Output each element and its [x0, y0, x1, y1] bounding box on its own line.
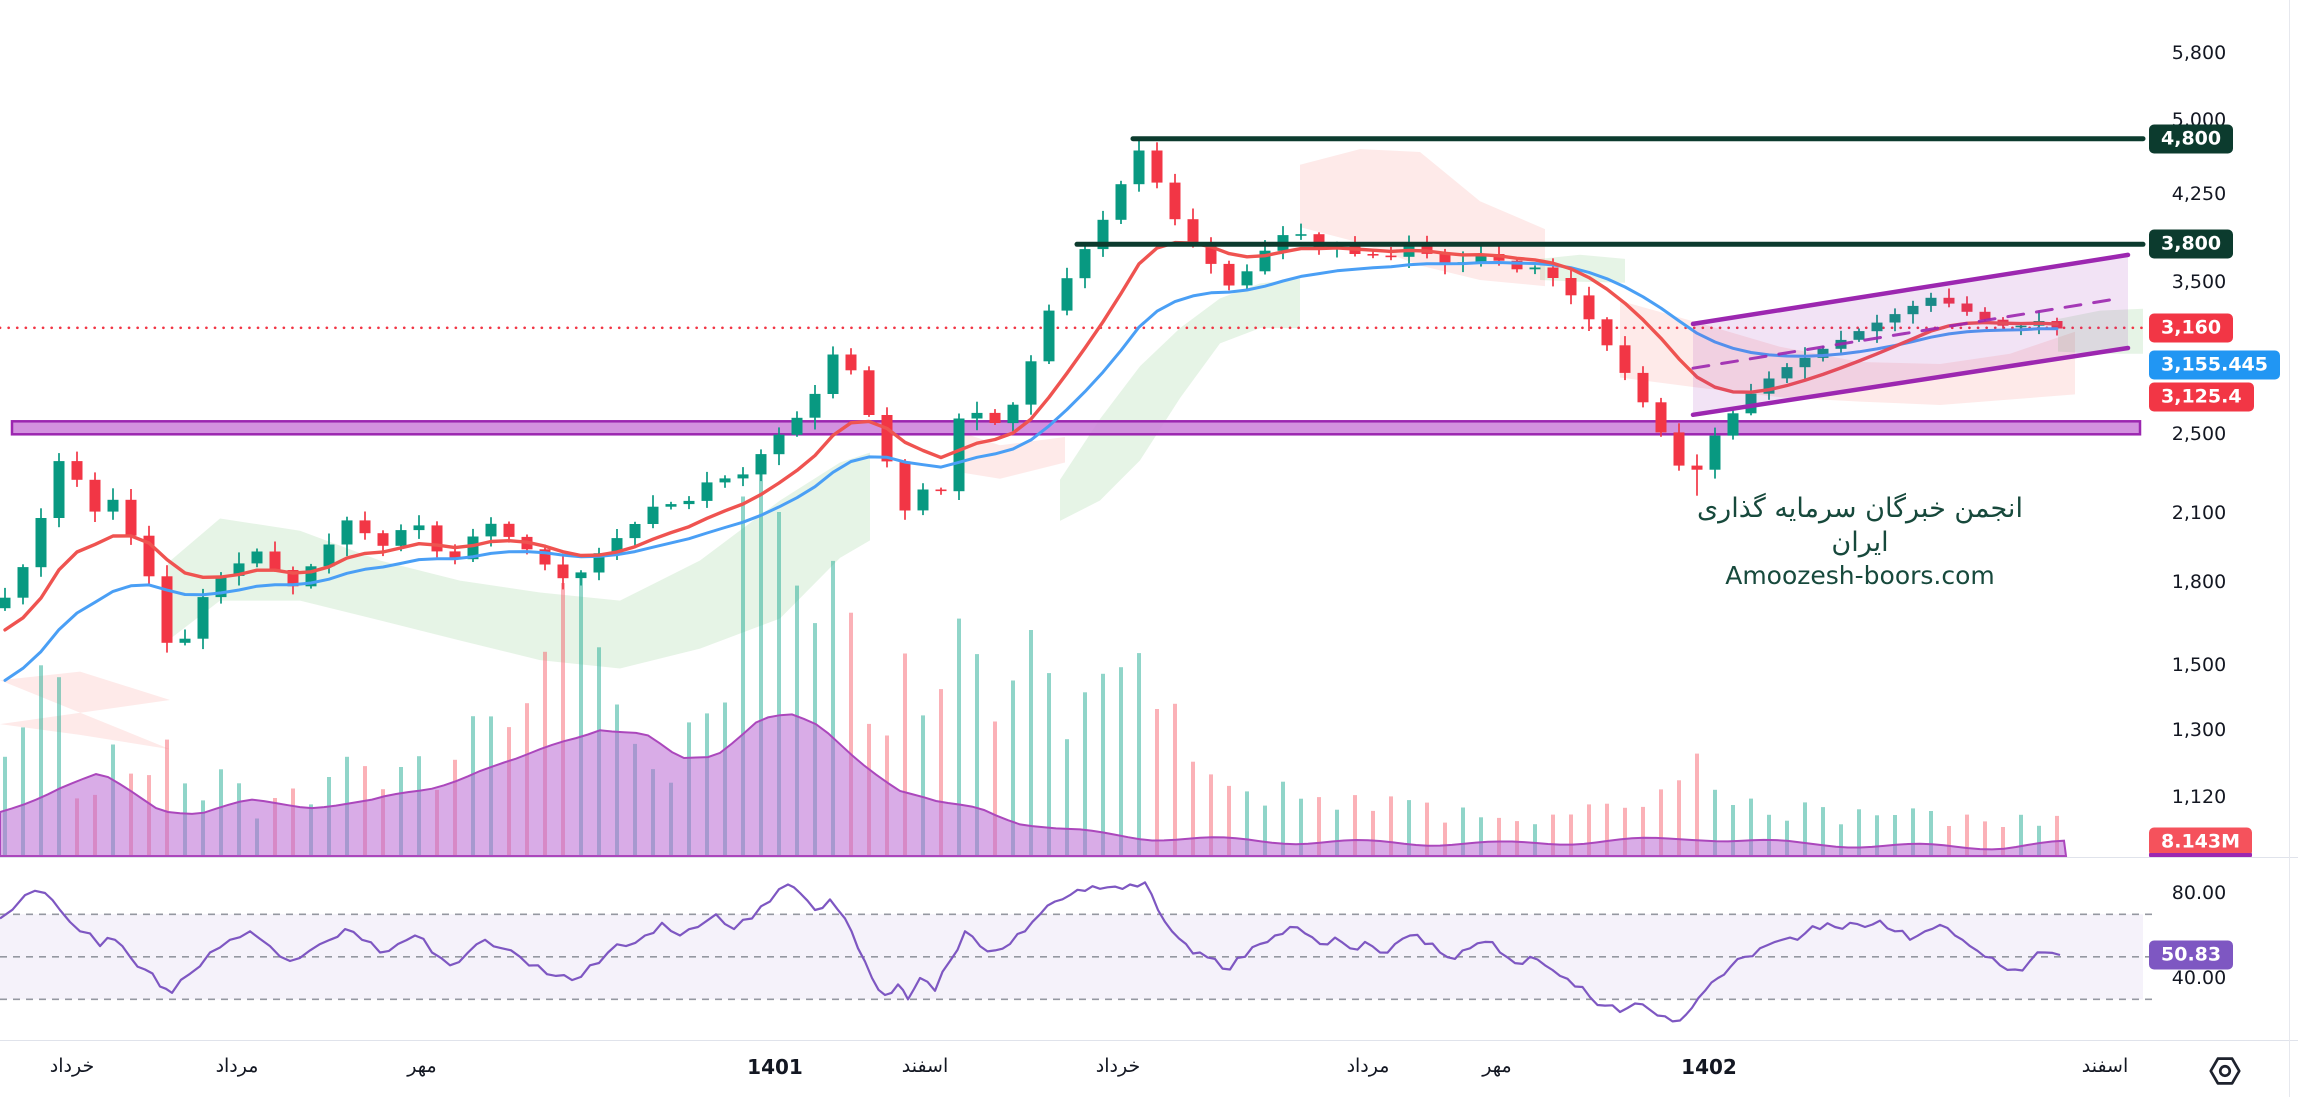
- price-badge-alert-3160[interactable]: 3,160: [2149, 313, 2234, 343]
- time-label-month: اسفند: [2081, 1055, 2129, 1077]
- time-label-month: اسفند: [901, 1055, 949, 1077]
- price-badge-level-4800[interactable]: 4,800: [2149, 124, 2234, 154]
- volume-badge-underline: [2149, 853, 2252, 857]
- pane-separator[interactable]: [0, 857, 2298, 858]
- time-label-year: 1401: [747, 1055, 803, 1079]
- price-axis[interactable]: 5,800 5,000 4,250 3,500 2,500 2,100 1,800 1,500…: [2143, 0, 2298, 1097]
- time-label-month: مرداد: [215, 1055, 259, 1077]
- axis-settings-icon[interactable]: [2206, 1052, 2244, 1090]
- price-tick-label: 80.00: [2171, 882, 2227, 904]
- watermark-line-fa: انجمن خبرگان سرمایه گذاری ایران: [1697, 493, 2023, 558]
- price-tick-label: 2,500: [2171, 422, 2227, 445]
- time-label-month: مهر: [407, 1055, 437, 1077]
- time-label-month: مرداد: [1346, 1055, 1390, 1077]
- time-label-month: خرداد: [1095, 1055, 1141, 1077]
- price-badge-rsi-5083[interactable]: 50.83: [2149, 940, 2234, 970]
- price-tick-label: 5,800: [2171, 42, 2227, 64]
- price-badge-last-3125[interactable]: 3,125.4: [2149, 382, 2254, 412]
- time-axis[interactable]: خرداد مرداد مهر 1401 اسفند خرداد مرداد مهر 1402 ا…: [0, 1045, 2298, 1097]
- price-badge-close-3155[interactable]: 3,155.445: [2149, 350, 2280, 380]
- price-tick-label: 1,500: [2171, 653, 2227, 676]
- price-tick-label: 4,250: [2171, 182, 2227, 205]
- time-label-month: خرداد: [49, 1055, 95, 1077]
- price-badge-level-3800[interactable]: 3,800: [2149, 229, 2234, 259]
- price-tick-label: 40.00: [2171, 967, 2227, 989]
- price-axis-right-border: [2289, 0, 2290, 1097]
- time-label-year: 1402: [1681, 1055, 1737, 1079]
- price-badge-volume-8143m[interactable]: 8.143M: [2149, 827, 2253, 857]
- price-tick-label: 1,120: [2171, 786, 2227, 808]
- price-tick-label: 1,800: [2171, 571, 2227, 594]
- price-tick-label: 1,300: [2171, 718, 2227, 741]
- time-label-month: مهر: [1482, 1055, 1512, 1077]
- time-axis-separator: [0, 1040, 2298, 1041]
- watermark-line-en: Amoozesh-boors.com: [1725, 560, 1995, 590]
- watermark: انجمن خبرگان سرمایه گذاری ایران Amoozesh…: [1680, 492, 2040, 591]
- price-tick-label: 2,100: [2171, 501, 2227, 524]
- price-tick-label: 3,500: [2171, 270, 2227, 293]
